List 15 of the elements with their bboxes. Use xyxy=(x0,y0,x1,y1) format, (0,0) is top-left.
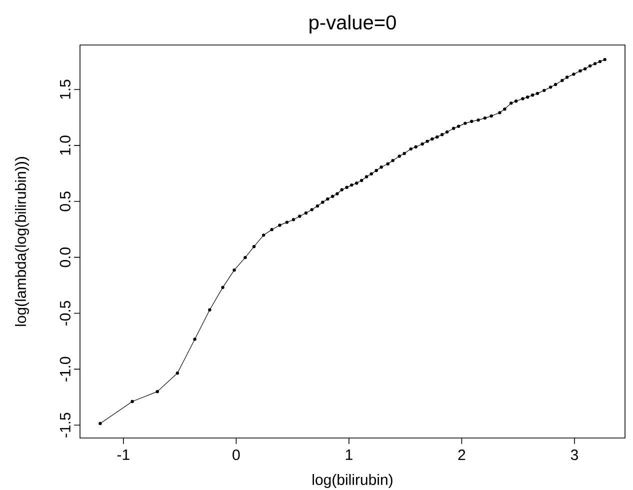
y-tick-label: -1.5 xyxy=(60,412,70,438)
x-tick-label: 0 xyxy=(232,450,240,460)
x-tick-label: 3 xyxy=(570,450,578,460)
x-tick-label: 2 xyxy=(458,450,466,460)
chart-title: p-value=0 xyxy=(310,14,396,34)
y-tick-label: 1.5 xyxy=(60,80,70,99)
y-tick-label: -1.0 xyxy=(60,356,70,382)
y-tick-label: 1.0 xyxy=(60,136,70,155)
x-axis-title: log(bilirubin) xyxy=(312,474,392,488)
y-axis-title: log(lambda(log(bilirubin))) xyxy=(15,157,29,326)
y-tick-label: 0.5 xyxy=(60,192,70,212)
x-tick-label: -1 xyxy=(117,450,130,460)
y-tick-label: -0.5 xyxy=(60,300,70,326)
x-tick-label: 1 xyxy=(346,450,352,460)
y-tick-label: 0.0 xyxy=(60,247,70,268)
